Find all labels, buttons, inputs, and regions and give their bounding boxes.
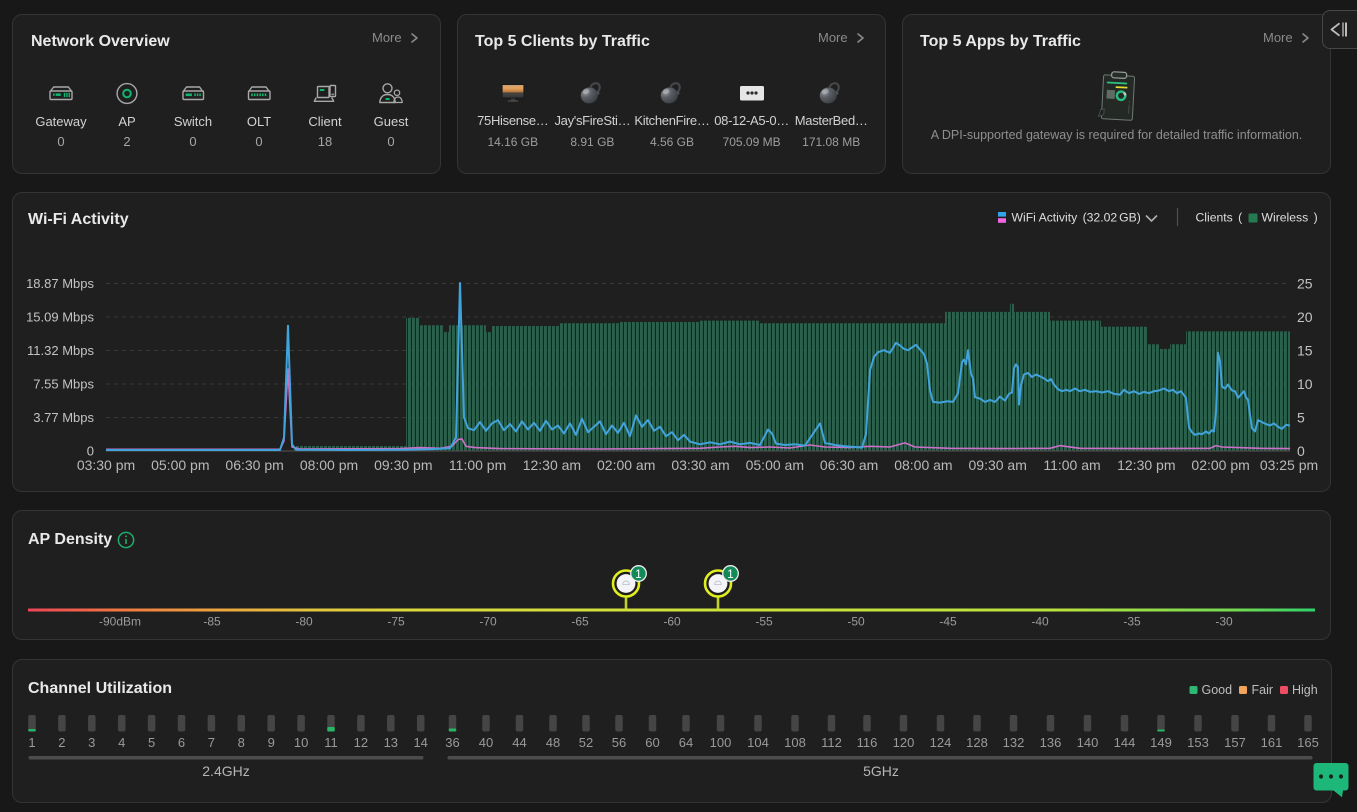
svg-text:06:30 am: 06:30 am — [820, 457, 878, 473]
svg-text:Fair: Fair — [1251, 683, 1273, 697]
svg-text:144: 144 — [1113, 735, 1135, 750]
svg-text:-50: -50 — [847, 615, 865, 629]
svg-text:132: 132 — [1002, 735, 1024, 750]
svg-text:8: 8 — [237, 735, 244, 750]
svg-text:1: 1 — [28, 735, 35, 750]
svg-text:05:00 pm: 05:00 pm — [151, 457, 209, 473]
svg-text:12: 12 — [353, 735, 367, 750]
svg-text:0: 0 — [1297, 443, 1305, 459]
svg-text:2.4GHz: 2.4GHz — [202, 763, 249, 779]
svg-text:44: 44 — [512, 735, 526, 750]
svg-text:Good: Good — [1201, 683, 1232, 697]
svg-text:5: 5 — [1297, 410, 1305, 426]
svg-text:7.55 Mbps: 7.55 Mbps — [33, 377, 94, 392]
svg-text:120: 120 — [892, 735, 914, 750]
svg-text:09:30 am: 09:30 am — [969, 457, 1027, 473]
svg-text:-80: -80 — [295, 615, 313, 629]
svg-text:56: 56 — [611, 735, 625, 750]
svg-text:12:30 pm: 12:30 pm — [1117, 457, 1175, 473]
svg-text:-85: -85 — [203, 615, 221, 629]
svg-text:03:30 pm: 03:30 pm — [77, 457, 135, 473]
svg-text:-30: -30 — [1215, 615, 1233, 629]
svg-text:03:30 am: 03:30 am — [671, 457, 729, 473]
svg-text:High: High — [1292, 683, 1318, 697]
svg-text:153: 153 — [1187, 735, 1209, 750]
svg-text:-90dBm: -90dBm — [99, 615, 141, 629]
svg-text:-70: -70 — [479, 615, 497, 629]
svg-text:5: 5 — [147, 735, 154, 750]
svg-text:116: 116 — [856, 735, 877, 750]
svg-text:02:00 pm: 02:00 pm — [1191, 457, 1249, 473]
svg-text:08:00 pm: 08:00 pm — [300, 457, 358, 473]
svg-text:WiFi Activity (32.02 GB): WiFi Activity (32.02 GB) — [1012, 211, 1141, 225]
svg-text:7: 7 — [207, 735, 214, 750]
svg-text:108: 108 — [784, 735, 806, 750]
svg-text:1: 1 — [635, 569, 641, 581]
svg-text:12:30 am: 12:30 am — [523, 457, 581, 473]
svg-text:11.32 Mbps: 11.32 Mbps — [27, 343, 94, 358]
svg-text:161: 161 — [1260, 735, 1282, 750]
svg-text:11:00 am: 11:00 am — [1043, 457, 1100, 473]
svg-text:02:00 am: 02:00 am — [597, 457, 655, 473]
svg-text:60: 60 — [645, 735, 659, 750]
svg-text:3.77 Mbps: 3.77 Mbps — [33, 410, 94, 425]
svg-text:4: 4 — [118, 735, 125, 750]
svg-text:18.87 Mbps: 18.87 Mbps — [26, 276, 94, 291]
svg-text:-55: -55 — [755, 615, 773, 629]
svg-text:15.09 Mbps: 15.09 Mbps — [26, 310, 94, 325]
svg-text:11: 11 — [324, 735, 338, 750]
svg-text:1: 1 — [727, 569, 733, 581]
svg-text:165: 165 — [1297, 735, 1319, 750]
svg-text:15: 15 — [1297, 343, 1313, 359]
svg-text:6: 6 — [177, 735, 184, 750]
svg-text:13: 13 — [383, 735, 397, 750]
svg-text:100: 100 — [709, 735, 731, 750]
svg-text:0: 0 — [87, 444, 94, 459]
svg-text:136: 136 — [1039, 735, 1061, 750]
svg-text:52: 52 — [578, 735, 592, 750]
svg-text:10: 10 — [293, 735, 307, 750]
svg-text:5GHz: 5GHz — [863, 763, 899, 779]
svg-text:05:00 am: 05:00 am — [746, 457, 804, 473]
svg-text:Clients (: Clients ( — [1196, 211, 1243, 225]
svg-text:157: 157 — [1224, 735, 1246, 750]
svg-text:128: 128 — [966, 735, 988, 750]
svg-text:09:30 pm: 09:30 pm — [374, 457, 432, 473]
svg-text:-45: -45 — [939, 615, 957, 629]
svg-text:10: 10 — [1297, 376, 1313, 392]
svg-text:112: 112 — [821, 735, 842, 750]
svg-text:36: 36 — [445, 735, 459, 750]
svg-text:-65: -65 — [571, 615, 589, 629]
svg-text:3: 3 — [88, 735, 95, 750]
svg-text:11:00 pm: 11:00 pm — [449, 457, 506, 473]
svg-text:20: 20 — [1297, 309, 1313, 325]
svg-text:Wireless ): Wireless ) — [1262, 211, 1318, 225]
svg-text:14: 14 — [413, 735, 427, 750]
svg-text:-40: -40 — [1031, 615, 1049, 629]
svg-text:149: 149 — [1150, 735, 1172, 750]
svg-text:140: 140 — [1076, 735, 1098, 750]
svg-text:48: 48 — [545, 735, 559, 750]
svg-text:104: 104 — [747, 735, 769, 750]
svg-text:08:00 am: 08:00 am — [894, 457, 952, 473]
svg-text:2: 2 — [58, 735, 65, 750]
svg-text:-35: -35 — [1123, 615, 1141, 629]
svg-text:124: 124 — [929, 735, 951, 750]
svg-text:9: 9 — [267, 735, 274, 750]
svg-text:06:30 pm: 06:30 pm — [225, 457, 283, 473]
svg-text:-60: -60 — [663, 615, 681, 629]
svg-text:-75: -75 — [387, 615, 405, 629]
svg-text:25: 25 — [1297, 276, 1313, 292]
svg-text:03:25 pm: 03:25 pm — [1260, 457, 1318, 473]
svg-text:64: 64 — [678, 735, 692, 750]
svg-text:40: 40 — [478, 735, 492, 750]
